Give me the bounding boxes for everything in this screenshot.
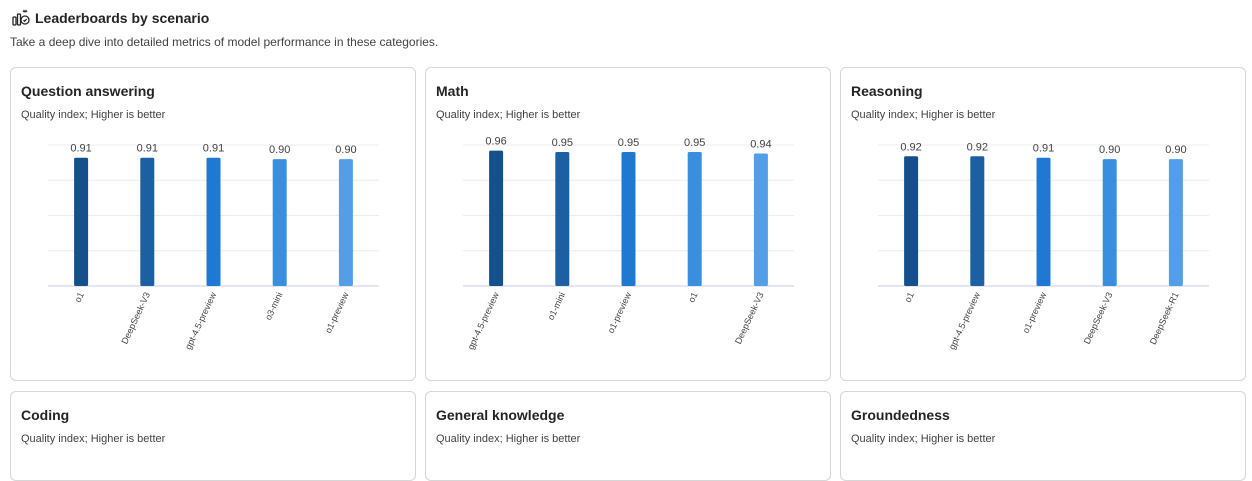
bar [272, 159, 287, 286]
bar [621, 152, 636, 286]
card-title: Question answering [21, 83, 155, 99]
bar [1036, 157, 1051, 286]
data-label: 0.90 [1099, 144, 1120, 156]
card-coding[interactable]: Coding Quality index; Higher is better [10, 391, 416, 481]
section-subtitle: Take a deep dive into detailed metrics o… [10, 35, 439, 49]
data-label: 0.91 [137, 143, 158, 155]
leaderboard-icon [12, 9, 30, 26]
data-label: 0.94 [750, 138, 771, 150]
card-subtitle: Quality index; Higher is better [21, 109, 166, 121]
bar [687, 152, 702, 286]
x-tick-label: o1 [73, 291, 86, 304]
x-tick-label: DeepSeek-V3 [119, 291, 152, 346]
card-title: Groundedness [851, 407, 950, 423]
card-title: Coding [21, 407, 70, 423]
section-header: Leaderboards by scenario [12, 9, 209, 27]
data-label: 0.95 [684, 137, 705, 149]
bar [904, 156, 919, 286]
x-tick-label: gpt-4.5-preview [947, 290, 982, 351]
bar-chart: 0.91 o1 0.91 DeepSeek-V3 0.91 gpt-4.5-preview… [48, 143, 379, 351]
card-subtitle: Quality index; Higher is better [851, 109, 996, 121]
bar [489, 150, 504, 286]
card-subtitle: Quality index; Higher is better [851, 433, 996, 445]
bar [1168, 159, 1183, 286]
bar-chart: 0.92 o1 0.92 gpt-4.5-preview 0.91 o1-preview 0… [878, 141, 1209, 351]
data-label: 0.92 [900, 141, 921, 153]
card-groundedness[interactable]: Groundedness Quality index; Higher is be… [840, 391, 1246, 481]
x-tick-label: DeepSeek-R1 [1148, 291, 1181, 346]
x-tick-label: o3-mini [263, 291, 285, 322]
card-title: Math [436, 83, 469, 99]
x-tick-label: DeepSeek-V3 [1082, 291, 1115, 346]
bar [753, 153, 768, 286]
bar [1102, 159, 1117, 286]
x-tick-label: o1-mini [546, 291, 568, 322]
bar-chart: 0.96 gpt-4.5-preview 0.95 o1-mini 0.95 o1-pre… [463, 136, 794, 351]
bar [555, 152, 570, 286]
x-tick-label: gpt-4.5-preview [183, 290, 218, 351]
data-label: 0.92 [967, 141, 988, 153]
x-tick-label: o1 [686, 291, 699, 304]
card-subtitle: Quality index; Higher is better [21, 433, 166, 445]
card-title: Reasoning [851, 83, 923, 99]
bar [74, 157, 89, 286]
card-reasoning[interactable]: Reasoning Quality index; Higher is bette… [840, 67, 1246, 381]
card-question-answering[interactable]: Question answering Quality index; Higher… [10, 67, 416, 381]
card-subtitle: Quality index; Higher is better [436, 433, 581, 445]
data-label: 0.90 [1165, 144, 1186, 156]
data-label: 0.91 [1033, 143, 1054, 155]
bar [970, 156, 985, 286]
card-title: General knowledge [436, 407, 565, 423]
x-tick-label: gpt-4.5-preview [466, 290, 501, 351]
section-title: Leaderboards by scenario [35, 10, 210, 26]
bar [140, 157, 155, 286]
data-label: 0.91 [70, 143, 91, 155]
data-label: 0.96 [485, 136, 506, 148]
x-tick-label: o1 [903, 291, 916, 304]
data-label: 0.95 [618, 137, 639, 149]
x-tick-label: DeepSeek-V3 [733, 291, 766, 346]
x-tick-label: o1-preview [323, 290, 351, 335]
x-tick-label: o1-preview [606, 290, 634, 335]
card-math[interactable]: Math Quality index; Higher is better 0.9… [425, 67, 831, 381]
bar [338, 159, 353, 286]
bar [206, 157, 221, 286]
card-general-knowledge[interactable]: General knowledge Quality index; Higher … [425, 391, 831, 481]
data-label: 0.95 [552, 137, 573, 149]
x-tick-label: o1-preview [1021, 290, 1049, 335]
data-label: 0.90 [335, 144, 356, 156]
data-label: 0.91 [203, 143, 224, 155]
card-subtitle: Quality index; Higher is better [436, 109, 581, 121]
data-label: 0.90 [269, 144, 290, 156]
